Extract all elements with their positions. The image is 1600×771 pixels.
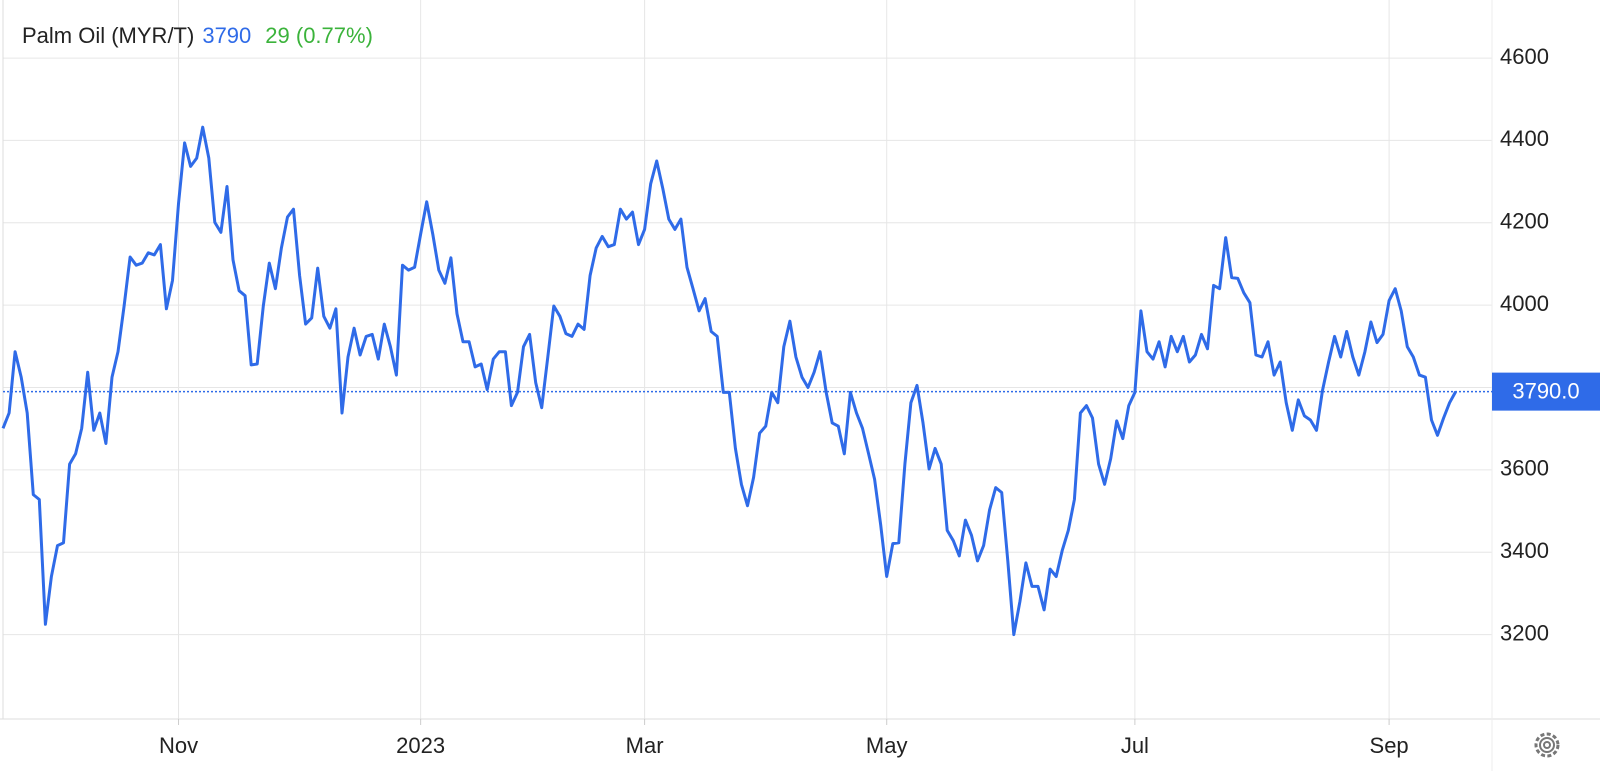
y-tick-label: 3600 — [1500, 456, 1549, 481]
y-tick-label: 4000 — [1500, 291, 1549, 316]
y-tick-label: 3200 — [1500, 620, 1549, 645]
y-tick-label: 3400 — [1500, 538, 1549, 563]
chart-title: Palm Oil (MYR/T) — [22, 23, 194, 48]
x-tick-label: Mar — [626, 733, 664, 758]
x-tick-label: 2023 — [396, 733, 445, 758]
y-tick-label: 4200 — [1500, 209, 1549, 234]
x-tick-label: Nov — [159, 733, 198, 758]
y-tick-label: 4600 — [1500, 44, 1549, 69]
x-tick-label: Sep — [1370, 733, 1409, 758]
last-price-box — [1492, 372, 1600, 411]
price: 3790 — [202, 23, 251, 48]
price-line — [1, 125, 1458, 637]
price-change: 29 (0.77%) — [265, 23, 373, 48]
x-tick-label: Jul — [1121, 733, 1149, 758]
x-tick-label: May — [866, 733, 908, 758]
last-price-label: 3790.0 — [1512, 378, 1579, 403]
y-tick-label: 4400 — [1500, 126, 1549, 151]
settings-icon[interactable] — [1534, 732, 1560, 758]
